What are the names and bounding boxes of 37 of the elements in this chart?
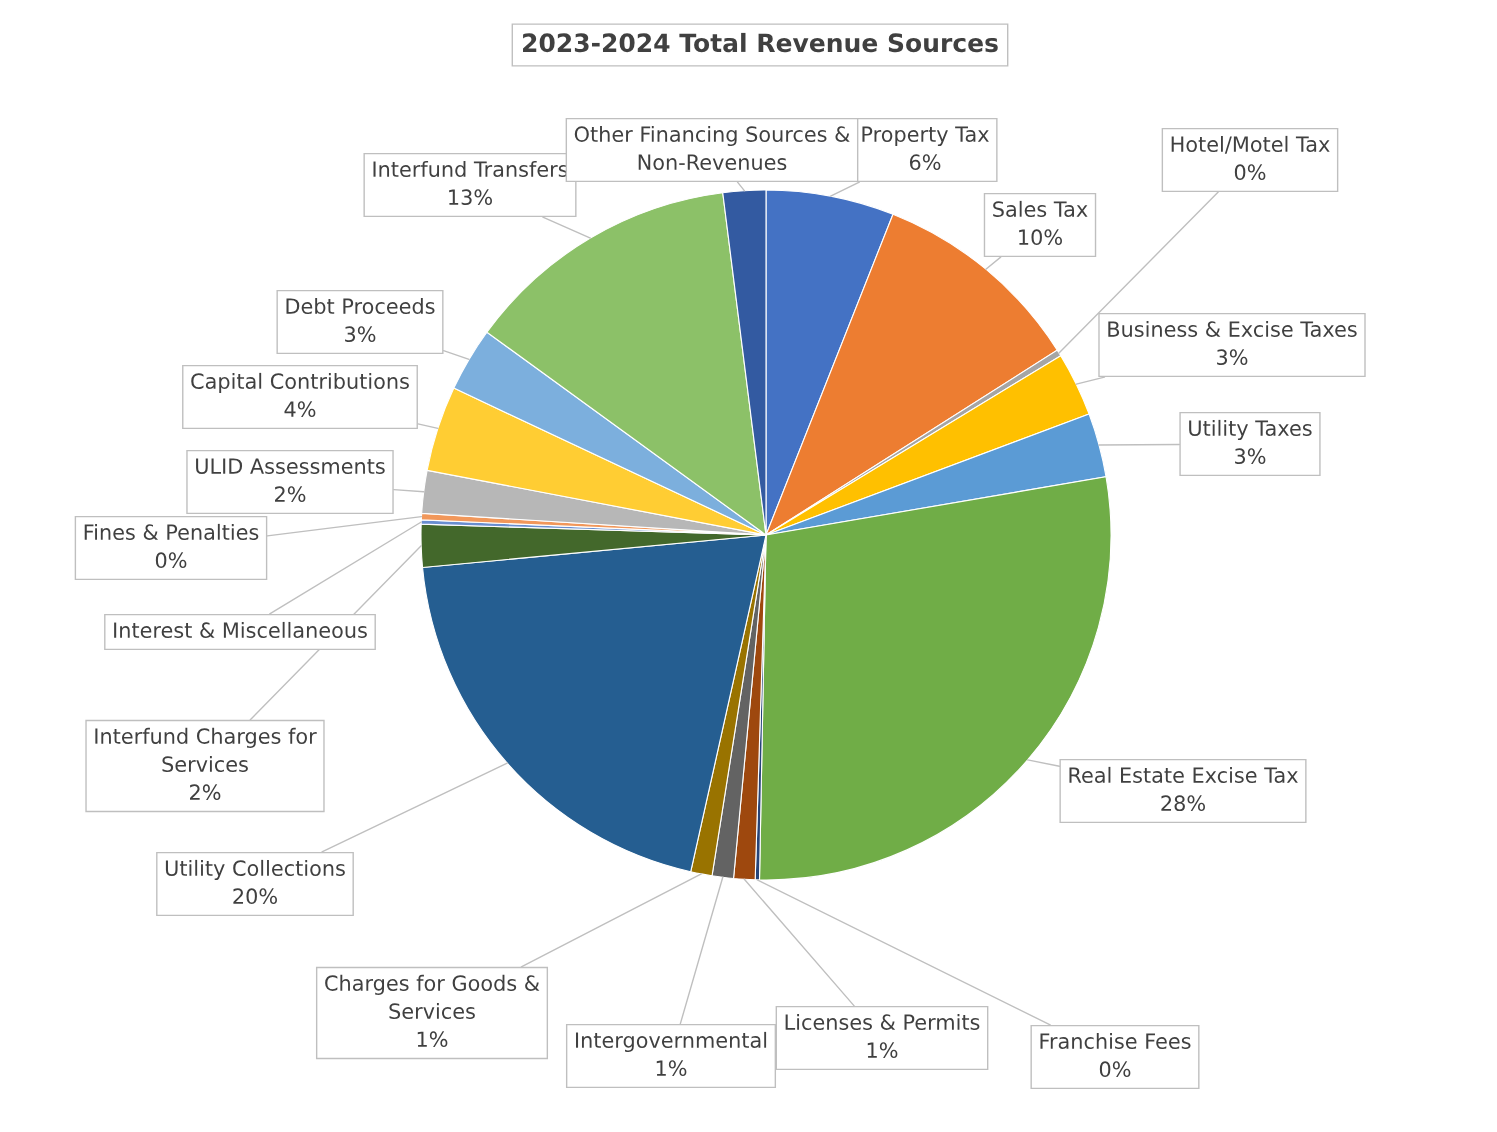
data-label: 1% [867,1042,898,1059]
data-label: 10% [1019,229,1062,246]
data-label: 6% [909,154,941,171]
slice-label: Licenses & Permits [785,1013,980,1031]
slice-label: ULID Assessments [196,458,385,475]
slice-label: Sales Tax [993,200,1088,218]
slice-label: Real Estate Excise Tax [1069,766,1298,784]
slice-label: Capital Contributions [191,372,409,394]
slice-label: Debt Proceeds [286,297,435,315]
slice-label: Charges for Goods & Services [325,974,540,1020]
slice-label: Hotel/Motel Tax [1171,135,1330,154]
data-label: 1% [656,1060,687,1077]
data-label: 0% [155,552,187,569]
data-label: 3% [345,326,376,343]
data-label: 13% [449,189,492,206]
slice-label: Business & Excise Taxes [1108,320,1357,338]
slice-label: Utility Taxes [1189,419,1312,441]
slice-label: Other Financing Sources & Non-Revenues [574,125,850,171]
slice-label: Interfund Charges for Services [95,727,317,773]
data-label: 3% [1217,349,1248,366]
slice-label: Interest & Miscellaneous [114,621,367,639]
slice-label: Intergovernmental [576,1031,767,1053]
data-label: 1% [417,1031,448,1048]
data-label: 4% [284,401,316,418]
data-label: 0% [1099,1061,1131,1078]
data-label: 2% [190,784,221,801]
slice-label: Fines & Penalties [84,523,259,541]
data-label: 3% [1235,448,1266,465]
data-label: 20% [233,888,277,905]
slice-label: Property Tax [862,126,989,147]
slice-label: Utility Collections [165,859,345,881]
data-label: 0% [1234,164,1266,181]
slice-label: Interfund Transfers [373,160,568,178]
slice-label: Franchise Fees [1040,1032,1191,1050]
chart-title: 2023-2024 Total Revenue Sources [523,32,998,53]
data-label: 2% [275,486,306,503]
data-label: 28% [1161,795,1205,812]
